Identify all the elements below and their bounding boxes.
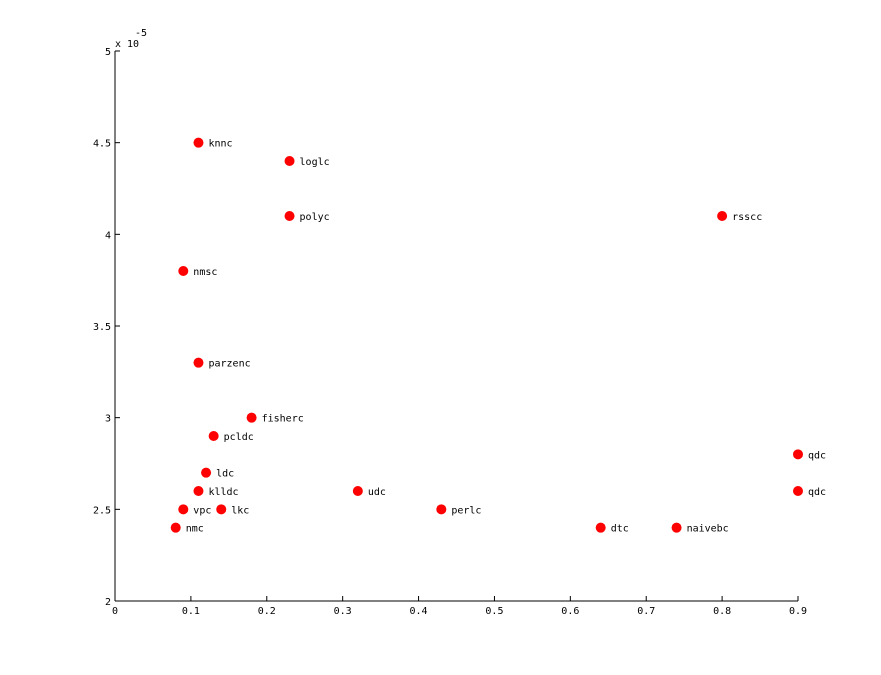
data-point (208, 431, 219, 441)
data-point (436, 504, 447, 515)
x-tick-label: 0 (112, 606, 118, 617)
data-point-label: naivebc (687, 524, 729, 535)
x-tick-label: 0.2 (258, 606, 276, 617)
y-tick-label: 3.5 (93, 322, 111, 333)
y-multiplier-label: x 10 (115, 39, 139, 50)
x-tick-label: 0.7 (637, 606, 655, 617)
data-point-label: parzenc (208, 359, 250, 370)
axes (114, 51, 798, 602)
data-point (793, 449, 803, 460)
x-tick-label: 0.3 (334, 606, 352, 617)
data-point-label: ldc (216, 469, 234, 480)
data-point (284, 156, 295, 166)
x-tick-label: 0.4 (410, 606, 428, 617)
y-tick-label: 5 (105, 47, 111, 58)
data-point-label: nmc (186, 524, 204, 535)
data-point-label: loglc (300, 157, 330, 168)
data-point-label: knnc (208, 139, 232, 150)
data-point-label: pcldc (224, 432, 254, 443)
data-point-label: perlc (451, 505, 481, 516)
y-tick-label: 3 (105, 414, 111, 425)
data-points (170, 137, 803, 533)
data-point (170, 522, 181, 533)
data-point-label: nmsc (193, 267, 217, 278)
data-point-label: fisherc (262, 414, 304, 425)
x-tick-label: 0.1 (182, 606, 200, 617)
x-tick-label: 0.9 (789, 606, 807, 617)
data-point (793, 486, 803, 496)
data-point-label: vpc (193, 505, 211, 516)
data-point (193, 137, 204, 148)
x-tick-label: 0.5 (485, 606, 503, 617)
data-point-label: qdc (808, 487, 826, 498)
data-point-label: polyc (300, 212, 330, 223)
data-point (671, 522, 682, 533)
data-point-label: rsscc (732, 212, 762, 223)
y-tick-label: 4.5 (93, 139, 111, 150)
data-point (193, 357, 204, 368)
point-labels: knnc loglc polyc rsscc nmsc parzenc fisherc pcl… (186, 139, 826, 535)
y-multiplier-exponent: -5 (135, 28, 147, 39)
data-point-label: dtc (611, 524, 629, 535)
data-point (178, 266, 189, 276)
data-point-label: qdc (808, 450, 826, 461)
data-point (201, 467, 212, 478)
data-point (178, 504, 189, 515)
data-point-label: klldc (208, 487, 238, 498)
data-point (216, 504, 227, 515)
y-tick-label: 4 (105, 230, 111, 241)
data-point (717, 211, 728, 221)
x-tick-label: 0.6 (561, 606, 579, 617)
ticks: 0 0.1 0.2 0.3 0.4 0.5 0.6 0.7 0.8 0.9 2 2.5 3 3.5 4 4.5… (93, 47, 807, 617)
x-tick-label: 0.8 (713, 606, 731, 617)
data-point-label: lkc (231, 505, 249, 516)
data-point (246, 412, 257, 423)
data-point (595, 522, 606, 533)
y-tick-label: 2.5 (93, 505, 111, 516)
data-point (352, 486, 363, 496)
data-point-label: udc (368, 487, 386, 498)
data-point (193, 486, 204, 496)
data-point (284, 211, 295, 221)
y-tick-label: 2 (105, 597, 111, 608)
